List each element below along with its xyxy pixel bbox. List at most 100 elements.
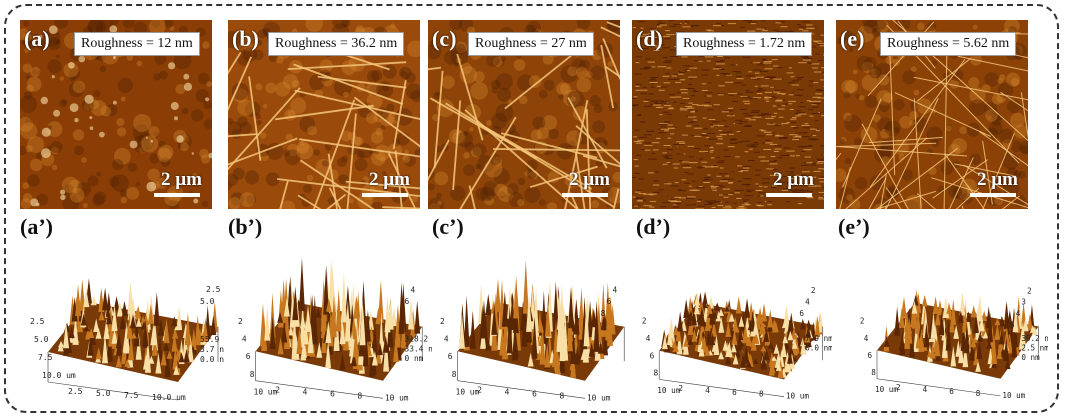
scale-bar-label: 2 µm — [568, 169, 610, 190]
tick-label-bottom: 8 — [759, 390, 764, 399]
tick-label-z: 318.2 n — [405, 335, 432, 344]
panel-label: (e) — [840, 26, 865, 51]
figure-frame — [4, 4, 1059, 413]
tick-label-left: 6 — [650, 351, 655, 360]
tick-label-bottom: 4 — [705, 386, 710, 395]
afm-image-1: (b) Roughness = 36.2 nm 2 µm — [228, 20, 420, 209]
tick-label-bottom: 4 — [505, 387, 510, 396]
afm-image-0: (a) Roughness = 12 nm 2 µm — [20, 20, 212, 209]
tick-label-z: 0 nm — [405, 354, 424, 363]
tick-label-bottom: 6 — [949, 387, 954, 396]
scale-bar — [362, 193, 408, 197]
tick-label-bottom: 8 — [976, 389, 981, 398]
scale-bar-label: 2 µm — [772, 169, 814, 190]
tick-label-bottom: 10 um — [1002, 391, 1025, 400]
tick-label-right: 4 — [410, 286, 415, 295]
afm-3d-plot-0: 2.5 5.0 7.5 10.0 um 2.5 5.0 7.5 10.0 um 2.5 5.0 55… — [28, 232, 228, 402]
tick-label-z: 7.9 nm — [805, 334, 832, 343]
roughness-label: Roughness = 36.2 nm — [268, 32, 405, 56]
scale-bar — [562, 193, 608, 197]
tick-label-left: 8 — [871, 368, 876, 377]
afm-image-2: (c) Roughness = 27 nm 2 µm — [428, 20, 620, 209]
tick-label-bottom: 10 um — [786, 392, 809, 401]
tick-label-bottom: 8 — [358, 391, 363, 400]
tick-label-bottom: 5.0 — [96, 389, 111, 398]
tick-label-right: 6 — [607, 297, 612, 306]
afm-3d-plot-3: 2 4 6 8 10 um 2 4 6 8 10 um 2 4 6 7.9 nm 0.0 nm — [640, 232, 833, 402]
tick-label-left: 10 um — [875, 385, 898, 394]
tick-label-left: 8 — [653, 369, 658, 378]
panel-label: (d) — [636, 26, 663, 51]
tick-label-left: 2 — [860, 317, 865, 326]
panel-3d-label: (e’) — [838, 214, 870, 239]
afm-3d-plot-2: 2 4 6 8 10 um 2 4 6 8 10 um 4 6 8 — [438, 232, 634, 402]
scale-bar-label: 2 µm — [160, 169, 202, 190]
tick-label-right: 3 — [1021, 298, 1026, 307]
tick-label-left: 10 um — [657, 386, 680, 395]
tick-label-bottom: 2 — [678, 384, 683, 393]
tick-label-left: 4 — [864, 334, 869, 343]
roughness-label: Roughness = 1.72 nm — [676, 32, 813, 56]
tick-label-left: 10.0 um — [42, 371, 76, 380]
tick-label-left: 2.5 — [30, 317, 45, 326]
tick-label-right: 8 — [601, 309, 606, 318]
tick-label-left: 4 — [242, 335, 247, 344]
tick-label-bottom: 2 — [896, 383, 901, 392]
panel-label: (b) — [232, 26, 259, 51]
panel-3d-label: (c’) — [432, 214, 464, 239]
tick-label-left: 6 — [868, 351, 873, 360]
tick-label-z: 0.0 nm — [805, 344, 832, 353]
scale-bar — [970, 193, 1016, 197]
tick-label-right: 2 — [811, 286, 816, 295]
tick-label-left: 8 — [250, 370, 255, 379]
tick-label-right: 2.5 — [206, 285, 221, 294]
tick-label-right: 2 — [1027, 286, 1032, 295]
tick-label-bottom: 6 — [732, 388, 737, 397]
tick-label-z: 39.2 nm — [1021, 334, 1048, 343]
tick-label-left: 6 — [448, 352, 453, 361]
tick-label-left: 10 um — [254, 387, 278, 396]
scale-bar-label: 2 µm — [368, 169, 410, 190]
panel-3d-label: (a’) — [20, 214, 53, 239]
tick-label-left: 5.0 — [34, 335, 49, 344]
tick-label-bottom: 2 — [477, 385, 482, 394]
tick-label-bottom: 10.0 um — [152, 393, 186, 402]
tick-label-bottom: 6 — [330, 389, 335, 398]
tick-label-left: 2 — [642, 317, 647, 326]
tick-label-left: 8 — [452, 370, 457, 379]
tick-label-right: 5.0 — [200, 297, 215, 306]
tick-label-bottom: 2.5 — [68, 387, 83, 396]
tick-label-left: 4 — [444, 335, 449, 344]
tick-label-bottom: 4 — [923, 385, 928, 394]
tick-label-bottom: 10 um — [587, 393, 611, 402]
tick-label-left: 2 — [238, 317, 243, 326]
tick-label-left: 6 — [246, 352, 251, 361]
tick-label-bottom: 10 um — [385, 393, 409, 402]
panel-3d-label: (d’) — [636, 214, 671, 239]
afm-image-3: (d) Roughness = 1.72 nm 2 µm — [632, 20, 824, 209]
tick-label-z: 33.4 nm — [405, 344, 432, 353]
scale-bar-label: 2 µm — [976, 169, 1018, 190]
tick-label-z: 0 nm — [1021, 353, 1040, 362]
tick-label-right: 4 — [612, 286, 617, 295]
tick-label-z: 2.5 nm — [1021, 343, 1048, 352]
tick-label-z: 3.7 n — [200, 345, 224, 354]
tick-label-z: 0.0 n — [200, 355, 224, 364]
tick-label-left: 10 um — [456, 387, 480, 396]
roughness-label: Roughness = 12 nm — [74, 32, 200, 56]
panel-label: (c) — [432, 26, 457, 51]
tick-label-left: 4 — [646, 334, 651, 343]
roughness-label: Roughness = 5.62 nm — [880, 32, 1017, 56]
tick-label-bottom: 4 — [303, 387, 308, 396]
scale-bar — [766, 193, 812, 197]
tick-label-bottom: 7.5 — [124, 391, 139, 400]
tick-label-right: 6 — [405, 297, 410, 306]
tick-label-right: 4 — [1016, 309, 1021, 318]
panel-label: (a) — [24, 26, 50, 51]
tick-label-bottom: 2 — [275, 385, 280, 394]
tick-label-left: 7.5 — [38, 353, 53, 362]
tick-label-left: 2 — [440, 317, 445, 326]
tick-label-right: 5 — [1010, 320, 1015, 329]
